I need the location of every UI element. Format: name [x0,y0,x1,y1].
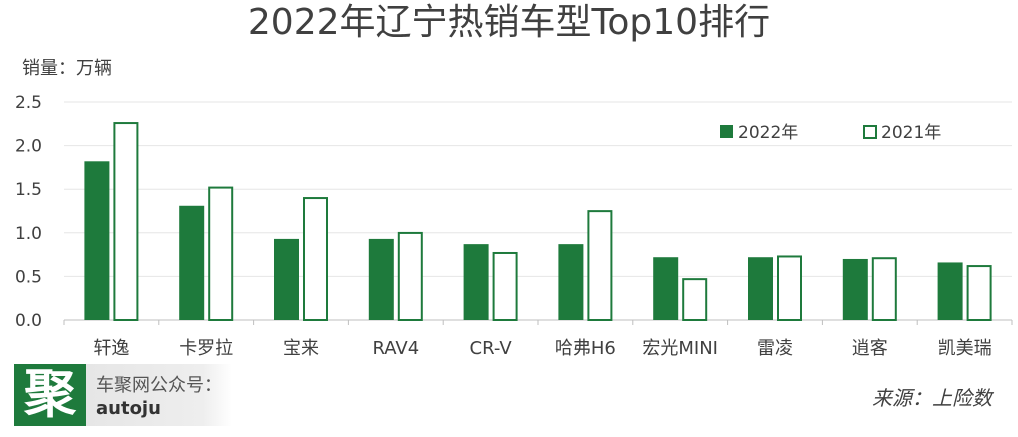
x-tick-label: RAV4 [372,338,419,359]
logo-glyph: 聚 [23,364,76,425]
bar-2021 [587,210,613,322]
y-tick-label: 1.5 [15,180,42,200]
account-label: 车聚网公众号： [96,375,222,396]
bar-chart: 0.0 0.5 1.0 1.5 2.0 2.5 轩逸 卡罗拉 宝来 RAV4 CR-V 哈弗H6 宏光M… [15,93,1013,359]
bar-2021 [777,255,802,321]
source-note: 来源：上险数 [872,386,992,410]
y-tick-label: 0.5 [15,267,42,287]
bar-2022 [463,244,489,320]
legend-label-2021: 2021年 [881,123,941,143]
autoju-logo: 聚 [14,364,86,426]
account-id: autoju [96,398,161,419]
bar-2022 [179,205,205,320]
legend-label-2022: 2022年 [738,123,798,143]
account-badge: 车聚网公众号： autoju [86,364,232,426]
bar-2021 [303,197,328,322]
bar-2022 [84,161,110,320]
bar-2022 [274,238,299,320]
y-axis-unit-label: 销量：万辆 [22,58,112,79]
bar-2021 [966,265,992,321]
x-tick-label: 凯美瑞 [938,338,992,359]
bar-2021 [492,251,518,321]
bar-2022 [368,238,394,320]
x-tick-label: 轩逸 [93,338,129,359]
x-tick-label: CR-V [470,338,513,359]
bar-2022 [748,257,773,320]
bar-2021 [397,231,423,321]
y-tick-label: 2.0 [15,137,42,157]
y-tick-label: 1.0 [15,224,42,244]
x-tick-label: 宏光MINI [642,338,718,359]
x-tick-label: 逍客 [852,338,888,359]
x-tick-label: 哈弗H6 [555,338,616,359]
legend-swatch-2022 [720,125,733,138]
y-tick-label: 0.0 [15,311,42,331]
y-tick-label: 2.5 [15,93,42,113]
chart-title: 2022年辽宁热销车型Top10排行 [247,2,771,43]
bar-2021 [113,122,139,321]
legend-swatch-2021 [863,125,877,139]
bar-2022 [653,257,679,320]
bar-2022 [937,262,963,320]
x-tick-label: 宝来 [283,338,319,359]
x-tick-label: 雷凌 [757,338,793,359]
bar-2022 [842,258,868,320]
x-tick-label: 卡罗拉 [179,338,233,359]
bar-2022 [558,244,584,320]
bar-2021 [871,257,897,322]
bar-2021 [208,186,234,321]
bar-2021 [682,278,708,322]
